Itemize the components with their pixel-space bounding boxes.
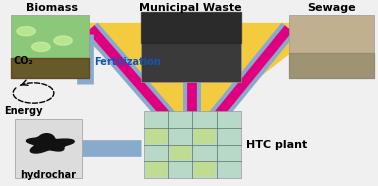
- Text: Biomass: Biomass: [26, 3, 78, 12]
- Bar: [144, 111, 240, 178]
- Circle shape: [54, 36, 72, 45]
- Bar: [288, 15, 373, 78]
- Circle shape: [17, 27, 36, 36]
- Text: CO₂: CO₂: [13, 56, 33, 66]
- Text: HTC plant: HTC plant: [246, 140, 307, 150]
- Bar: [146, 129, 167, 144]
- Bar: [141, 12, 240, 82]
- Bar: [15, 119, 82, 178]
- Circle shape: [32, 42, 50, 52]
- Text: Energy: Energy: [4, 106, 42, 116]
- Text: Municipal Waste: Municipal Waste: [139, 3, 242, 12]
- Text: Fertilization: Fertilization: [94, 57, 161, 67]
- Bar: [194, 162, 215, 177]
- Text: Sewage: Sewage: [307, 3, 355, 12]
- Bar: [194, 129, 215, 144]
- Polygon shape: [26, 134, 74, 153]
- Bar: [170, 146, 191, 160]
- Bar: [11, 15, 89, 78]
- Bar: [146, 162, 167, 177]
- Text: hydrochar: hydrochar: [20, 170, 76, 180]
- Polygon shape: [65, 23, 329, 130]
